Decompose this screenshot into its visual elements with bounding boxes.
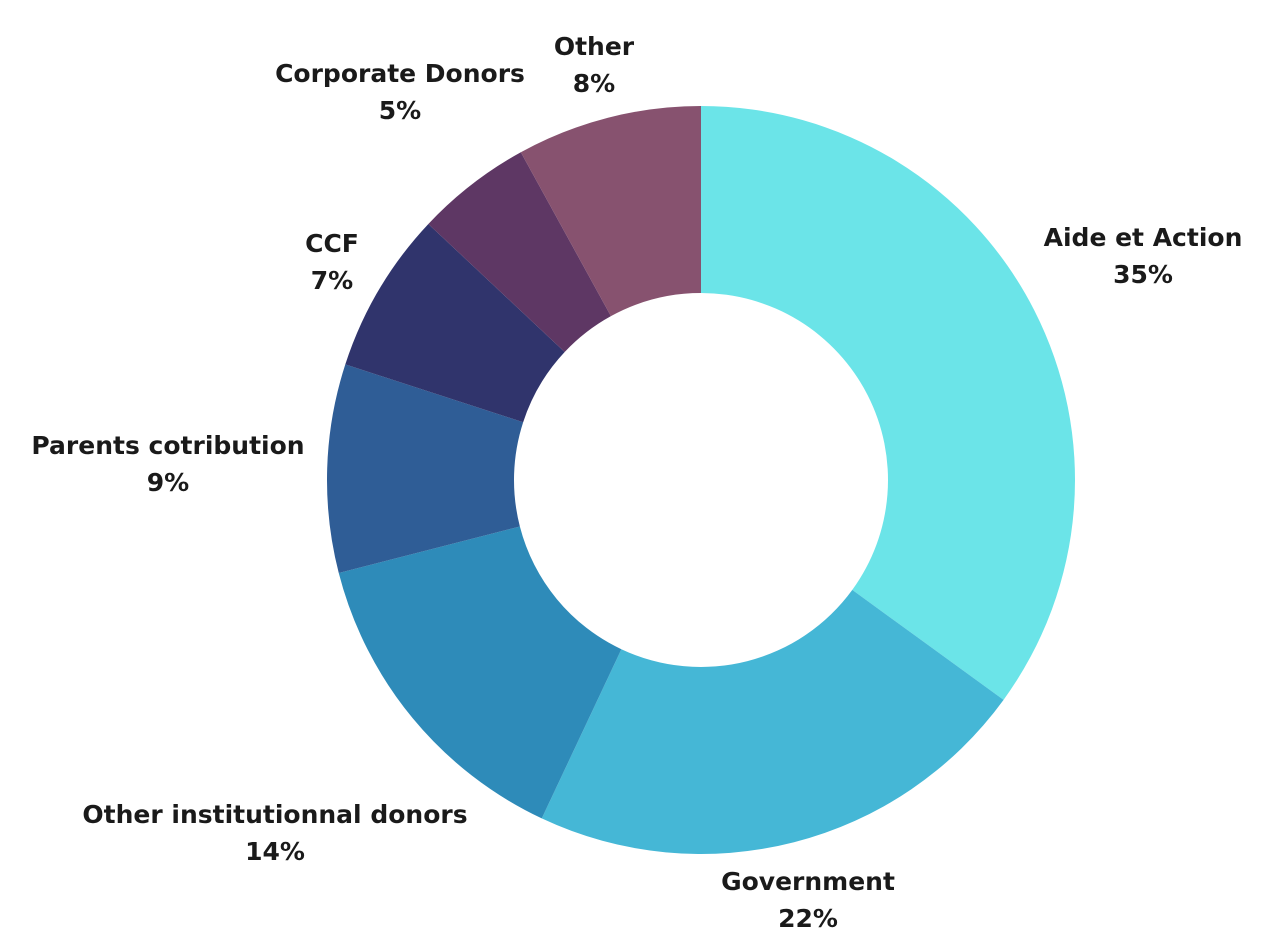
slice-label-other-institutionnal-donors: Other institutionnal donors [82, 800, 467, 829]
slice-value-ccf: 7% [311, 266, 353, 295]
slice-value-corporate-donors: 5% [379, 96, 421, 125]
slice-aide-et-action [701, 106, 1075, 700]
slice-corporate-donors [428, 152, 611, 352]
slice-label-ccf: CCF [305, 229, 359, 258]
donut-slices [327, 106, 1075, 854]
slice-label-corporate-donors: Corporate Donors [275, 59, 525, 88]
slice-government [541, 589, 1004, 854]
slice-labels: Aide et Action 35% Government 22% Other inst… [31, 32, 1242, 933]
slice-ccf [345, 223, 565, 423]
slice-value-parents-cotribution: 9% [147, 468, 189, 497]
slice-value-other: 8% [573, 69, 615, 98]
slice-label-parents-cotribution: Parents cotribution [31, 431, 304, 460]
slice-value-other-institutionnal-donors: 14% [245, 837, 305, 866]
slice-other-institutionnal-donors [338, 526, 622, 819]
slice-label-other: Other [554, 32, 635, 61]
slice-value-government: 22% [778, 904, 838, 933]
slice-label-aide-et-action: Aide et Action [1044, 223, 1243, 252]
slice-label-government: Government [721, 867, 895, 896]
slice-other [520, 106, 701, 317]
slice-parents-cotribution [327, 364, 524, 574]
slice-value-aide-et-action: 35% [1113, 260, 1173, 289]
